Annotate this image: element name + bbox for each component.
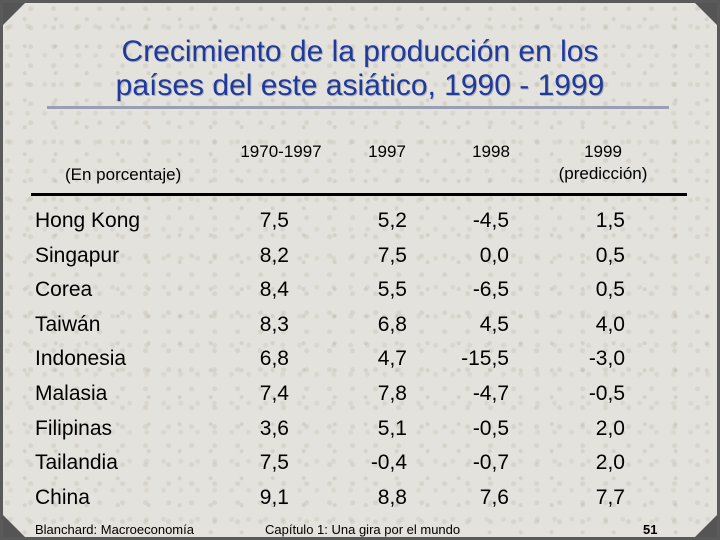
header-rule (31, 193, 687, 196)
growth-value: 0,0 (479, 243, 509, 267)
growth-value: -6,5 (472, 278, 509, 302)
country-name: Indonesia (35, 347, 127, 371)
growth-value: 8,3 (259, 312, 289, 336)
growth-value: -0,5 (472, 416, 509, 440)
growth-value: 3,6 (259, 416, 289, 440)
growth-value: -0,4 (370, 451, 407, 475)
table-row: China 9,1 8,8 7,6 7,7 (3, 483, 720, 517)
growth-value: 7,5 (259, 451, 289, 475)
growth-value: -4,7 (472, 382, 509, 405)
growth-value: 7,8 (377, 382, 407, 405)
growth-value: 4,7 (377, 347, 407, 371)
slide-title-line1: Crecimiento de la producción en los (121, 35, 599, 68)
growth-value: 8,2 (259, 243, 289, 267)
growth-value: 0,5 (595, 278, 625, 302)
footer-author: Blanchard: Macroeconomía (35, 522, 194, 537)
table-row: Filipinas 3,6 5,1 -0,5 2,0 (3, 414, 720, 448)
corner-decoration (695, 515, 717, 537)
growth-value: 8,4 (259, 278, 289, 302)
table-row: Malasia 7,4 7,8 -4,7 -0,5 (3, 379, 720, 413)
growth-value: 5,2 (377, 209, 407, 232)
growth-value: -0,7 (472, 451, 509, 475)
corner-decoration (3, 3, 25, 25)
column-header-1999: 1999 (predicción) (558, 142, 648, 183)
table-row: Singapur 8,2 7,5 0,0 0,5 (3, 241, 720, 275)
growth-value: 7,6 (479, 485, 509, 509)
growth-value: 9,1 (259, 485, 289, 509)
column-header-1997: 1997 (368, 142, 406, 161)
table-row: Hong Kong 7,5 5,2 -4,5 1,5 (3, 206, 720, 240)
growth-value: -15,5 (461, 347, 509, 371)
country-name: Filipinas (35, 416, 113, 440)
growth-value: -3,0 (588, 347, 625, 371)
table-row: Tailandia 7,5 -0,4 -0,7 2,0 (3, 448, 720, 482)
slide-title-line2: países del este asiático, 1990 - 1999 (115, 69, 605, 102)
growth-value: 8,8 (377, 485, 407, 509)
growth-value: 7,7 (595, 485, 625, 509)
page-number: 51 (643, 522, 658, 537)
corner-decoration (695, 3, 717, 25)
growth-value: 2,0 (595, 416, 625, 440)
growth-value: 0,5 (595, 243, 625, 267)
country-name: Tailandia (35, 451, 118, 475)
growth-value: 4,0 (595, 312, 625, 336)
growth-value: -4,5 (472, 209, 509, 232)
country-name: Singapur (35, 243, 120, 267)
growth-value: 6,8 (377, 312, 407, 336)
country-name: Taiwán (35, 312, 101, 336)
growth-value: -0,5 (588, 382, 625, 405)
table-row: Taiwán 8,3 6,8 4,5 4,0 (3, 310, 720, 344)
growth-value: 5,5 (377, 278, 407, 302)
column-header-1970-1997: 1970-1997 (240, 142, 322, 161)
growth-value: 6,8 (259, 347, 289, 371)
column-header-1998: 1998 (472, 142, 510, 161)
table-row: Corea 8,4 5,5 -6,5 0,5 (3, 275, 720, 309)
growth-value: 7,5 (259, 209, 289, 232)
growth-value: 2,0 (595, 451, 625, 475)
country-name: Malasia (35, 382, 108, 405)
country-name: China (35, 485, 90, 509)
growth-value: 1,5 (595, 209, 625, 232)
unit-note: (En porcentaje) (65, 165, 182, 184)
slide-title: Crecimiento de la producción en los país… (3, 35, 717, 103)
title-underline (47, 106, 669, 109)
country-name: Hong Kong (35, 209, 141, 232)
growth-value: 4,5 (479, 312, 509, 336)
growth-value: 7,5 (377, 243, 407, 267)
table-row: Indonesia 6,8 4,7 -15,5 -3,0 (3, 344, 720, 378)
growth-value: 7,4 (259, 382, 289, 405)
growth-value: 5,1 (377, 416, 407, 440)
corner-decoration (3, 515, 25, 537)
country-name: Corea (35, 278, 93, 302)
footer-chapter: Capítulo 1: Una gira por el mundo (265, 522, 461, 537)
